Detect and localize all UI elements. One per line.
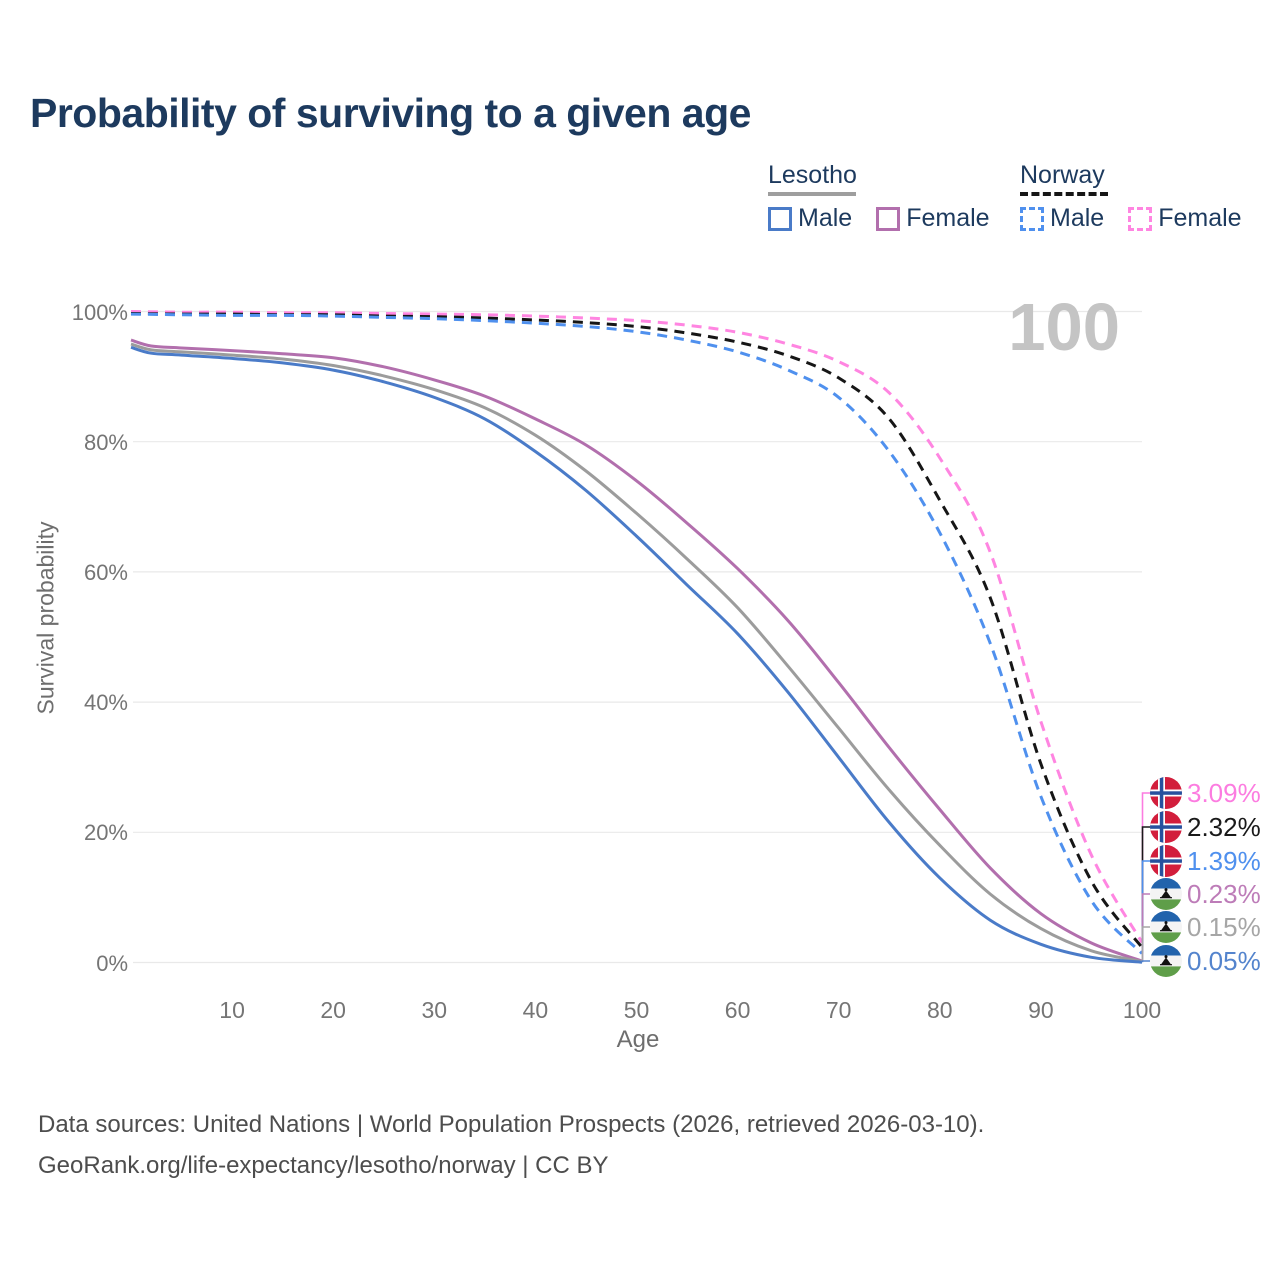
y-tick-0: 0% bbox=[96, 950, 128, 976]
series-norway-both-line bbox=[130, 312, 1144, 949]
norway-male-label: Male bbox=[1050, 204, 1105, 232]
series-lesotho-both-line bbox=[130, 342, 1143, 963]
lesotho-female-swatch bbox=[876, 206, 901, 231]
legend-item-lesotho-male[interactable]: Male bbox=[768, 204, 852, 233]
end-label-row-norway-3.09%: 3.09% bbox=[1150, 776, 1261, 810]
legend-group-lesotho: Lesotho Male Female bbox=[768, 162, 1014, 233]
lesotho-male-label: Male bbox=[798, 204, 853, 232]
end-label-row-lesotho-0.15%: 0.15% bbox=[1150, 910, 1261, 944]
series-norway-female-line bbox=[130, 310, 1144, 944]
lesotho-flag-icon bbox=[1150, 945, 1182, 977]
x-tick-30: 30 bbox=[421, 997, 448, 1023]
end-label-value: 0.15% bbox=[1187, 911, 1261, 942]
legend-item-lesotho-female[interactable]: Female bbox=[876, 204, 990, 233]
x-tick-60: 60 bbox=[724, 997, 751, 1023]
page-title: Probability of surviving to a given age bbox=[30, 90, 751, 136]
footer-data-sources: Data sources: United Nations | World Pop… bbox=[38, 1111, 985, 1138]
age-counter-watermark: 100 bbox=[1008, 290, 1120, 365]
end-label-value: 0.23% bbox=[1187, 878, 1261, 909]
footer: Data sources: United Nations | World Pop… bbox=[38, 1104, 984, 1186]
legend-item-norway-female[interactable]: Female bbox=[1128, 204, 1242, 233]
x-tick-100: 100 bbox=[1122, 997, 1162, 1023]
end-label-value: 2.32% bbox=[1187, 811, 1261, 842]
lesotho-line-style-sample bbox=[768, 192, 856, 196]
norway-flag-icon bbox=[1150, 811, 1182, 843]
norway-line-style-sample bbox=[1020, 192, 1108, 196]
end-label-row-lesotho-0.23%: 0.23% bbox=[1150, 877, 1261, 911]
series-lesotho-female-line bbox=[130, 338, 1143, 963]
y-tick-100: 100% bbox=[71, 299, 128, 325]
norway-flag-icon bbox=[1150, 777, 1182, 809]
legend-country-norway[interactable]: Norway bbox=[1020, 161, 1105, 189]
legend-country-lesotho[interactable]: Lesotho bbox=[768, 161, 857, 189]
end-label-row-lesotho-0.05%: 0.05% bbox=[1150, 944, 1261, 978]
legend-item-norway-male[interactable]: Male bbox=[1020, 204, 1104, 233]
series-norway-male-line bbox=[130, 312, 1144, 955]
legend-group-norway: Norway Male Female bbox=[1020, 162, 1266, 233]
lesotho-flag-icon bbox=[1150, 911, 1182, 943]
leader-line-0.05% bbox=[1141, 960, 1150, 963]
lesotho-flag-icon bbox=[1150, 878, 1182, 910]
end-label-value: 3.09% bbox=[1187, 777, 1261, 808]
end-label-row-norway-1.39%: 1.39% bbox=[1150, 844, 1261, 878]
norway-female-label: Female bbox=[1158, 204, 1242, 232]
lesotho-female-label: Female bbox=[906, 204, 990, 232]
x-axis-title: Age bbox=[616, 1026, 660, 1053]
x-tick-20: 20 bbox=[320, 997, 346, 1023]
norway-male-swatch bbox=[1020, 206, 1044, 231]
leader-line-1.39% bbox=[1141, 860, 1150, 954]
leader-line-3.09% bbox=[1141, 792, 1150, 943]
leader-line-2.32% bbox=[1141, 826, 1150, 948]
end-label-value: 0.05% bbox=[1187, 945, 1261, 976]
x-tick-10: 10 bbox=[219, 997, 245, 1023]
x-tick-40: 40 bbox=[522, 997, 549, 1023]
y-tick-20: 20% bbox=[83, 820, 128, 846]
y-tick-40: 40% bbox=[83, 690, 128, 716]
x-tick-80: 80 bbox=[927, 997, 953, 1023]
x-tick-90: 90 bbox=[1028, 997, 1054, 1023]
footer-link[interactable]: GeoRank.org/life-expectancy/lesotho/norw… bbox=[38, 1152, 609, 1179]
leader-line-0.15% bbox=[1141, 926, 1150, 962]
y-tick-60: 60% bbox=[83, 559, 128, 585]
x-tick-70: 70 bbox=[825, 997, 852, 1023]
end-label-row-norway-2.32%: 2.32% bbox=[1150, 810, 1261, 844]
end-label-value: 1.39% bbox=[1187, 845, 1261, 876]
y-axis-title: Survival probability bbox=[32, 521, 59, 715]
y-tick-80: 80% bbox=[83, 429, 128, 455]
x-tick-50: 50 bbox=[623, 997, 650, 1023]
norway-flag-icon bbox=[1150, 845, 1182, 877]
lesotho-male-swatch bbox=[768, 206, 792, 231]
norway-female-swatch bbox=[1128, 206, 1153, 231]
series-lesotho-male-line bbox=[130, 345, 1143, 964]
